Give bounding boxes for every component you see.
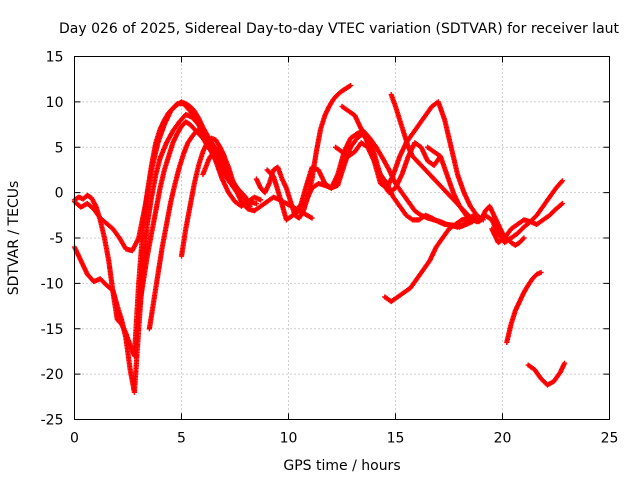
series-arc-12 <box>332 140 473 230</box>
x-tick-label: 25 <box>601 431 619 447</box>
y-tick-label: 10 <box>46 95 64 111</box>
y-tick-label: -5 <box>50 231 64 247</box>
x-tick-label: 5 <box>177 431 186 447</box>
series-arc-6 <box>178 135 227 259</box>
data-point <box>347 82 354 89</box>
data-point <box>478 217 484 223</box>
y-tick-label: -15 <box>41 322 64 338</box>
data-point <box>258 197 264 203</box>
data-point <box>559 178 566 184</box>
y-tick-label: -10 <box>41 276 64 292</box>
y-tick-label: 15 <box>46 50 64 66</box>
y-tick-label: -20 <box>41 367 64 383</box>
y-axis-label: SDTVAR / TECUs <box>6 181 22 296</box>
series-arc-5 <box>146 126 253 332</box>
series-arc-14 <box>425 144 566 246</box>
data-point <box>309 215 315 221</box>
series-arc-7 <box>200 146 315 221</box>
data-point <box>559 200 566 207</box>
series-arc-18 <box>525 360 568 388</box>
chart-title: Day 026 of 2025, Sidereal Day-to-day VTE… <box>59 21 620 37</box>
series-arc-15 <box>382 212 484 305</box>
x-tick-label: 20 <box>494 431 512 447</box>
x-tick-label: 15 <box>387 431 405 447</box>
data-point <box>538 269 544 276</box>
x-tick-label: 10 <box>280 431 298 447</box>
data-point <box>561 360 568 366</box>
axis-ticks <box>74 56 610 420</box>
series-arc-16 <box>489 178 566 246</box>
x-axis-label: GPS time / hours <box>283 458 400 474</box>
y-tick-label: 5 <box>55 140 64 156</box>
x-tick-labels: 0 5 10 15 20 25 <box>70 431 618 447</box>
series-arc-17 <box>504 269 544 345</box>
data-point <box>521 235 527 241</box>
data-point <box>253 200 259 207</box>
x-tick-label: 0 <box>70 431 79 447</box>
data-marks <box>71 82 568 395</box>
y-tick-label: -25 <box>41 413 64 429</box>
series-arc-13 <box>388 92 527 248</box>
y-tick-labels: -25 -20 -15 -10 -5 0 5 10 15 <box>41 50 64 429</box>
y-tick-label: 0 <box>55 186 64 202</box>
